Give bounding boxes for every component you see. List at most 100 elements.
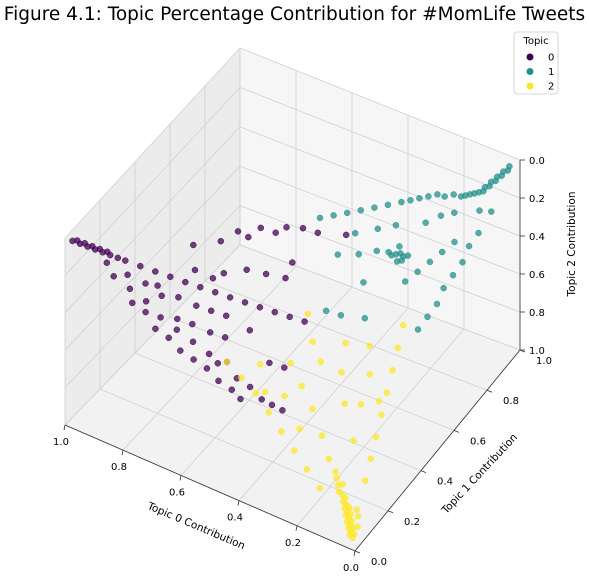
point-topic-0 [189, 320, 196, 328]
point-topic-1 [398, 257, 405, 264]
point-topic-2 [341, 400, 348, 407]
grid-line [64, 47, 241, 239]
x-tick-mark [353, 550, 356, 557]
point-topic-1 [392, 221, 400, 229]
legend-marker-0 [526, 53, 534, 61]
point-topic-0 [142, 308, 149, 316]
point-topic-0 [246, 383, 254, 391]
point-topic-1 [357, 207, 365, 214]
y-tick-label: 0.6 [470, 436, 486, 447]
point-topic-0 [207, 307, 215, 315]
point-topic-0 [272, 229, 279, 236]
point-topic-1 [459, 258, 466, 266]
z-tick-label: 0.0 [529, 156, 545, 167]
grid-line [239, 87, 521, 199]
y-tick-label: 0.0 [371, 557, 387, 568]
point-topic-2 [296, 425, 303, 432]
x-tick-mark [237, 500, 240, 506]
point-topic-2 [303, 466, 311, 473]
point-topic-0 [237, 395, 244, 403]
point-topic-2 [317, 358, 325, 365]
point-topic-1 [330, 212, 337, 219]
z-tick-label: 0.2 [529, 194, 545, 205]
y-tick-mark [453, 430, 460, 433]
point-topic-1 [425, 193, 432, 200]
point-topic-0 [193, 302, 200, 309]
point-topic-0 [283, 224, 290, 231]
point-topic-0 [114, 254, 122, 262]
point-topic-1 [373, 247, 381, 255]
point-topic-0 [245, 233, 252, 241]
grid-line [64, 205, 241, 388]
left-wall-pane [65, 48, 240, 425]
point-topic-1 [451, 238, 458, 246]
point-topic-0 [215, 377, 222, 385]
point-topic-2 [223, 358, 231, 366]
legend-marker-2 [526, 82, 534, 90]
axis-line [354, 349, 521, 552]
point-topic-1 [433, 300, 441, 308]
point-topic-1 [488, 208, 495, 215]
point-topic-1 [384, 201, 392, 209]
y-tick-label: 0.4 [437, 477, 453, 488]
grid-line [180, 286, 353, 476]
point-topic-0 [205, 350, 213, 358]
point-topic-2 [304, 310, 312, 318]
point-topic-1 [316, 214, 324, 222]
point-topic-1 [407, 197, 414, 204]
axis-edges [64, 160, 521, 552]
point-topic-1 [351, 229, 359, 237]
point-topic-1 [361, 314, 369, 322]
point-topic-0 [279, 407, 286, 414]
point-topic-2 [389, 367, 396, 374]
point-topic-2 [366, 342, 373, 350]
y-tick-mark [354, 550, 361, 554]
y-tick-mark [387, 510, 394, 514]
x-tick-label: 0.2 [285, 538, 301, 549]
chart-title: Figure 4.1: Topic Percentage Contributio… [3, 4, 586, 25]
point-topic-0 [190, 356, 197, 363]
point-topic-2 [334, 481, 342, 489]
point-topic-0 [226, 294, 234, 301]
x-tick-mark [295, 525, 298, 531]
point-topic-0 [203, 365, 211, 372]
point-topic-1 [337, 312, 345, 319]
point-topic-1 [475, 229, 482, 237]
point-topic-1 [334, 251, 342, 258]
axis-line [64, 424, 356, 552]
point-topic-0 [175, 294, 182, 301]
point-topic-2 [261, 388, 269, 396]
x-axis-label: Topic 0 Contribution [145, 500, 247, 552]
point-topic-1 [398, 198, 405, 206]
point-topic-0 [126, 285, 134, 293]
point-topic-0 [142, 298, 150, 305]
grid-line [239, 165, 521, 275]
point-topic-1 [449, 271, 457, 279]
grid-line [64, 244, 241, 426]
point-topic-1 [414, 268, 421, 276]
grid-line [122, 265, 297, 451]
point-topic-0 [243, 266, 250, 274]
z-tick-label: 0.4 [529, 232, 545, 243]
x-tick-label: 0.8 [111, 462, 127, 473]
point-topic-0 [286, 313, 293, 321]
point-topic-1 [476, 207, 483, 214]
point-topic-2 [318, 432, 326, 439]
point-topic-1 [451, 209, 458, 216]
point-topic-0 [206, 329, 214, 336]
point-topic-1 [465, 242, 473, 250]
point-topic-2 [338, 369, 345, 376]
point-topic-1 [355, 251, 362, 258]
point-topic-1 [457, 193, 465, 200]
point-topic-1 [438, 248, 446, 256]
grid-line [296, 328, 465, 527]
point-topic-0 [197, 283, 204, 291]
grid-line [239, 205, 521, 313]
legend-marker-1 [526, 68, 534, 75]
point-topic-2 [281, 392, 288, 400]
point-topic-0 [262, 270, 270, 278]
x-tick-label: 0.4 [227, 513, 243, 524]
point-topic-0 [152, 268, 159, 275]
legend-box [513, 31, 559, 95]
